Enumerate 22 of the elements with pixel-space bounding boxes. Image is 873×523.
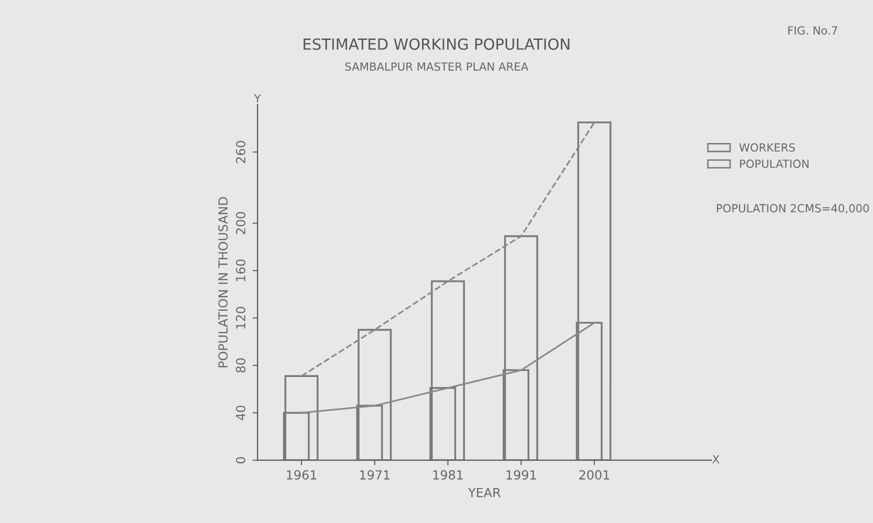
y-tick-label: 80	[236, 358, 246, 373]
y-tick-label: 160	[236, 259, 246, 282]
y-tick-label: 0	[236, 457, 246, 464]
y-tick-label: 260	[236, 140, 246, 164]
y-axis-title: POPULATION IN THOUSAND	[218, 197, 228, 368]
text: FIG. No.7	[788, 26, 838, 35]
y-tick-label: 40	[236, 406, 246, 420]
x-tick-label: 1971	[360, 470, 390, 480]
text: Y	[254, 94, 261, 102]
x-tick-label: 2001	[579, 470, 610, 480]
x-tick-label: 1981	[433, 470, 463, 480]
x-tick-label: 1961	[286, 470, 316, 480]
x-tick-label: 1991	[506, 470, 536, 480]
y-tick-label: 200	[236, 212, 246, 234]
y-tick-label: 120	[236, 306, 246, 329]
legend-label: WORKERS	[739, 143, 795, 152]
chart-title: ESTIMATED WORKING POPULATION	[304, 38, 570, 50]
text: POPULATION 2CMS=40,000	[716, 204, 869, 214]
x-axis-title: YEAR	[468, 488, 501, 498]
text: X	[712, 455, 720, 464]
chart-subtitle: SAMBALPUR MASTER PLAN AREA	[345, 62, 528, 71]
legend-label: POPULATION	[740, 160, 808, 168]
